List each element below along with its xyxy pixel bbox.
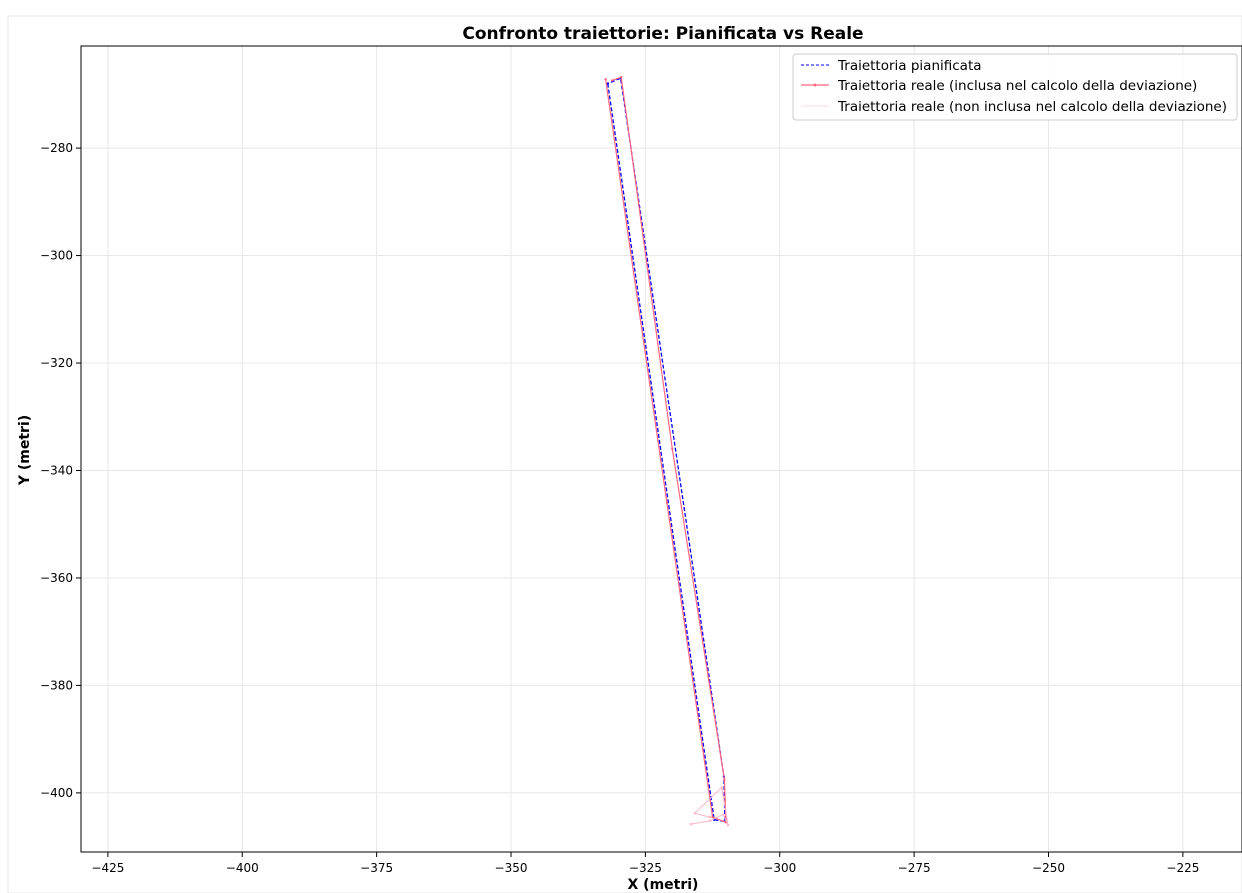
- legend-label-real-included: Traiettoria reale (inclusa nel calcolo d…: [837, 78, 1197, 94]
- series-point: [726, 823, 730, 827]
- y-tick-label: −320: [40, 356, 73, 370]
- legend-box: [792, 53, 1238, 121]
- series-point: [708, 819, 712, 822]
- grid: [81, 46, 1242, 852]
- y-axis-label: Y (metri): [17, 415, 33, 486]
- series-point: [708, 815, 712, 819]
- y-tick-label: −340: [40, 463, 73, 477]
- y-ticks: −280 −300 −320 −340 −360 −380 −400: [40, 141, 81, 800]
- series-point: [723, 778, 726, 781]
- y-tick-label: −380: [40, 678, 73, 692]
- x-tick-label: −275: [898, 861, 931, 875]
- legend: Traiettoria pianificata Traiettoria real…: [792, 53, 1238, 121]
- x-tick-label: −400: [226, 861, 259, 875]
- y-tick-label: −360: [40, 571, 73, 585]
- legend-marker-real-included: [813, 83, 817, 87]
- x-axis-label: X (metri): [628, 877, 699, 893]
- y-tick-label: −280: [40, 141, 73, 155]
- x-tick-label: −350: [495, 861, 528, 875]
- series-planned-line: [607, 77, 726, 823]
- x-tick-label: −250: [1032, 861, 1065, 875]
- series-point: [693, 812, 696, 815]
- x-tick-label: −425: [91, 861, 124, 875]
- series-point: [665, 501, 669, 504]
- x-tick-label: −300: [763, 861, 796, 875]
- y-tick-label: −400: [40, 786, 73, 800]
- series-point: [620, 76, 623, 79]
- series-point: [604, 78, 607, 81]
- series-point: [606, 82, 609, 85]
- series-point: [720, 786, 723, 789]
- y-tick-label: −300: [40, 249, 73, 263]
- x-tick-label: −225: [1166, 861, 1199, 875]
- series-group: [604, 76, 730, 827]
- series-point: [722, 813, 725, 816]
- x-tick-label: −325: [629, 861, 662, 875]
- legend-label-planned: Traiettoria pianificata: [837, 58, 982, 74]
- legend-label-real-excluded: Traiettoria reale (non inclusa nel calco…: [837, 99, 1227, 115]
- plot-frame: [80, 45, 1242, 853]
- figure-frame: [7, 15, 1242, 893]
- chart-title: Confronto traiettorie: Pianificata vs Re…: [462, 24, 863, 44]
- series-point: [689, 822, 693, 826]
- series-point: [671, 447, 674, 451]
- series-point: [711, 815, 714, 819]
- x-ticks: −425 −400 −375 −350 −325 −300 −275 −250 −225: [91, 852, 1199, 875]
- series-real-included-line: [605, 76, 727, 824]
- series-point: [610, 79, 614, 82]
- x-tick-label: −375: [360, 861, 393, 875]
